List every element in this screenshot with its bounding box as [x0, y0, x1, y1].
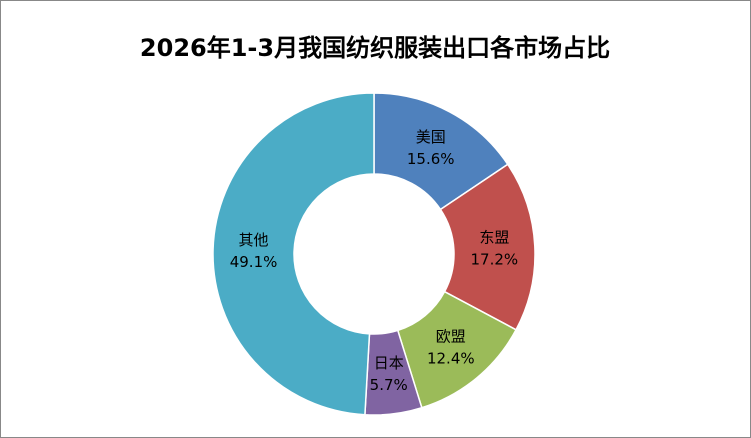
slice-value-label: 5.7%	[370, 376, 408, 394]
donut-slice	[439, 163, 536, 331]
slice-value-label: 12.4%	[427, 349, 475, 367]
slice-value-label: 17.2%	[471, 250, 519, 268]
slice-category-label: 其他	[239, 231, 269, 249]
slice-category-label: 美国	[416, 128, 446, 146]
slice-category-label: 东盟	[479, 228, 509, 246]
chart-title: 2026年1-3月我国纺织服装出口各市场占比	[140, 34, 610, 62]
slice-value-label: 15.6%	[407, 150, 455, 168]
slice-value-label: 49.1%	[230, 253, 278, 271]
slice-category-label: 欧盟	[436, 327, 466, 345]
slice-category-label: 日本	[374, 354, 404, 372]
donut-slice	[212, 92, 375, 416]
